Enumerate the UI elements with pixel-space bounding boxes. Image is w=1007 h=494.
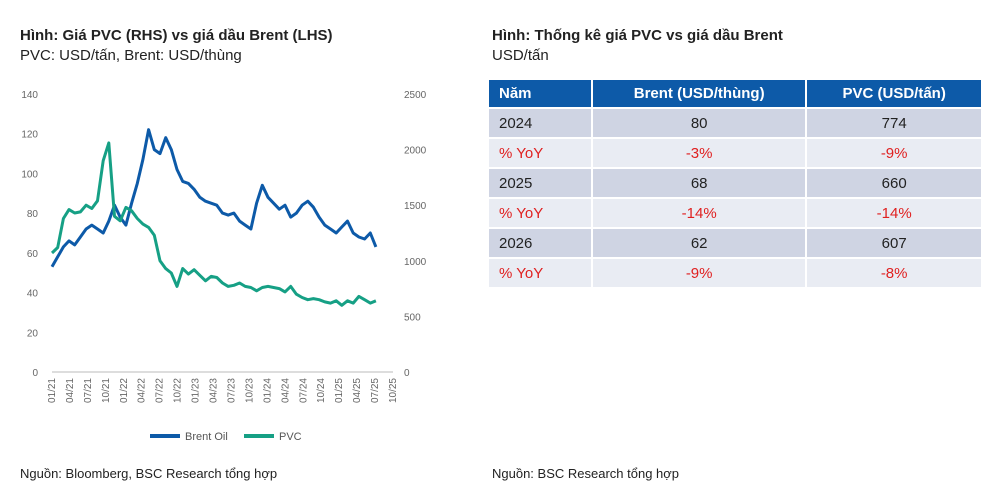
table-cell: 2026 bbox=[489, 229, 591, 257]
series-line-brent bbox=[50, 128, 378, 268]
right-panel-subtitle: USD/tấn bbox=[492, 47, 549, 64]
x-tick-label: 04/25 bbox=[352, 378, 363, 403]
x-tick-label: 04/21 bbox=[65, 378, 76, 403]
y-right-tick-label: 2000 bbox=[404, 146, 427, 157]
y-right-tick-label: 1500 bbox=[404, 201, 427, 212]
table-cell: -9% bbox=[593, 259, 806, 287]
y-left-tick-label: 100 bbox=[21, 169, 38, 180]
right-panel-title: Hình: Thống kê giá PVC vs giá dầu Brent bbox=[492, 27, 783, 44]
table-row: % YoY -3% -9% bbox=[489, 139, 981, 167]
table-row: % YoY -9% -8% bbox=[489, 259, 981, 287]
x-tick-label: 01/25 bbox=[334, 378, 345, 403]
y-left-tick-label: 140 bbox=[21, 90, 38, 101]
y-right-tick-label: 2500 bbox=[404, 90, 427, 101]
x-tick-label: 07/23 bbox=[226, 378, 237, 403]
x-tick-label: 07/22 bbox=[155, 378, 166, 403]
table-header-row: Năm Brent (USD/thùng) PVC (USD/tấn) bbox=[489, 80, 981, 107]
table-cell: 607 bbox=[807, 229, 981, 257]
table-cell: 2025 bbox=[489, 169, 591, 197]
table-cell: 660 bbox=[807, 169, 981, 197]
header-brent: Brent (USD/thùng) bbox=[593, 80, 806, 107]
left-source-note: Nguồn: Bloomberg, BSC Research tổng hợp bbox=[20, 466, 278, 481]
table-cell: -14% bbox=[593, 199, 806, 227]
y-left-tick-label: 60 bbox=[27, 249, 39, 260]
x-tick-label: 07/25 bbox=[370, 378, 381, 403]
table-cell: % YoY bbox=[489, 259, 591, 287]
y-left-tick-label: 40 bbox=[27, 289, 39, 300]
y-left-tick-label: 20 bbox=[27, 328, 39, 339]
table-cell: % YoY bbox=[489, 139, 591, 167]
x-tick-label: 10/24 bbox=[316, 378, 327, 403]
x-tick-label: 04/22 bbox=[137, 378, 148, 403]
table-cell: % YoY bbox=[489, 199, 591, 227]
x-tick-label: 10/21 bbox=[101, 378, 112, 403]
x-tick-label: 01/24 bbox=[262, 378, 273, 403]
x-tick-label: 04/23 bbox=[209, 378, 220, 403]
table-cell: 68 bbox=[593, 169, 806, 197]
series-line-pvc bbox=[50, 141, 377, 307]
legend-label: PVC bbox=[279, 431, 302, 443]
left-panel-subtitle: PVC: USD/tấn, Brent: USD/thùng bbox=[20, 47, 242, 64]
table-cell: 62 bbox=[593, 229, 806, 257]
right-source-note: Nguồn: BSC Research tổng hợp bbox=[492, 466, 680, 481]
x-tick-label: 01/23 bbox=[191, 378, 202, 403]
y-left-tick-label: 80 bbox=[27, 209, 39, 220]
x-tick-label: 10/23 bbox=[244, 378, 255, 403]
header-year: Năm bbox=[489, 80, 591, 107]
y-left-tick-label: 120 bbox=[21, 130, 38, 141]
table-cell: 2024 bbox=[489, 109, 591, 137]
legend-label: Brent Oil bbox=[185, 431, 228, 443]
y-right-tick-label: 500 bbox=[404, 312, 421, 323]
table-row: % YoY -14% -14% bbox=[489, 199, 981, 227]
y-right-tick-label: 1000 bbox=[404, 257, 427, 268]
x-tick-label: 10/25 bbox=[388, 378, 399, 403]
table-cell: 80 bbox=[593, 109, 806, 137]
table-row: 2026 62 607 bbox=[489, 229, 981, 257]
table-row: 2024 80 774 bbox=[489, 109, 981, 137]
left-panel-title: Hình: Giá PVC (RHS) vs giá dầu Brent (LH… bbox=[20, 27, 333, 44]
x-tick-label: 01/21 bbox=[47, 378, 58, 403]
x-tick-label: 01/22 bbox=[119, 378, 130, 403]
y-right-tick-label: 0 bbox=[404, 368, 410, 379]
stats-table: Năm Brent (USD/thùng) PVC (USD/tấn) 2024… bbox=[487, 78, 983, 289]
x-tick-label: 10/22 bbox=[173, 378, 184, 403]
x-tick-label: 04/24 bbox=[280, 378, 291, 403]
header-pvc: PVC (USD/tấn) bbox=[807, 80, 981, 107]
y-left-tick-label: 0 bbox=[32, 368, 38, 379]
table-row: 2025 68 660 bbox=[489, 169, 981, 197]
x-tick-label: 07/24 bbox=[298, 378, 309, 403]
table-cell: 774 bbox=[807, 109, 981, 137]
table-cell: -14% bbox=[807, 199, 981, 227]
x-tick-label: 07/21 bbox=[83, 378, 94, 403]
table-cell: -9% bbox=[807, 139, 981, 167]
table-cell: -8% bbox=[807, 259, 981, 287]
table-cell: -3% bbox=[593, 139, 806, 167]
